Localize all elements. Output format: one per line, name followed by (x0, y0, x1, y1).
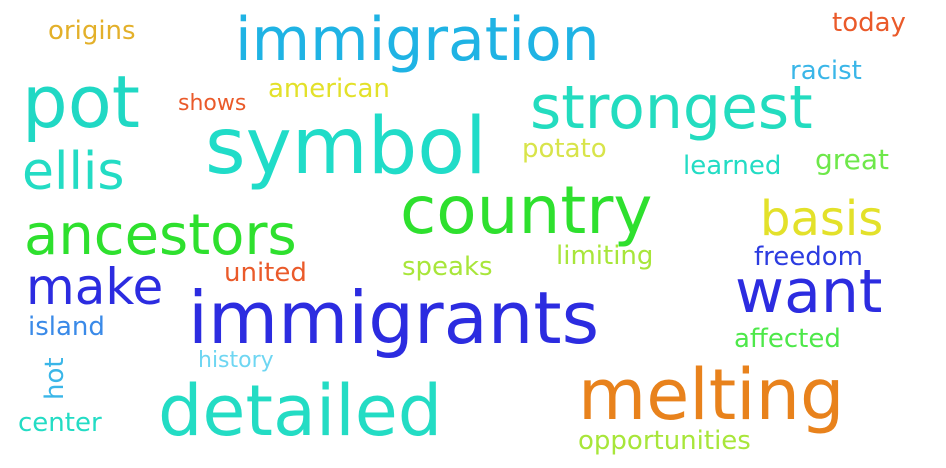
word-american: american (268, 74, 390, 104)
word-origins: origins (48, 16, 136, 46)
word-immigrants: immigrants (188, 276, 600, 360)
word-melting: melting (578, 354, 845, 436)
word-united: united (224, 258, 307, 288)
word-affected: affected (734, 324, 841, 354)
word-hot: hot (40, 357, 70, 400)
word-shows: shows (178, 91, 247, 116)
word-basis: basis (760, 191, 884, 247)
word-potato: potato (522, 134, 607, 164)
word-center: center (18, 408, 102, 438)
word-today: today (832, 8, 906, 38)
word-immigration: immigration (235, 5, 600, 75)
word-island: island (28, 312, 105, 342)
word-ellis: ellis (22, 142, 125, 202)
word-pot: pot (22, 60, 140, 144)
word-symbol: symbol (205, 102, 487, 192)
word-learned: learned (683, 151, 782, 181)
word-great: great (815, 143, 890, 176)
word-country: country (400, 172, 653, 249)
word-freedom: freedom (754, 242, 864, 272)
word-speaks: speaks (402, 252, 493, 282)
word-detailed: detailed (158, 370, 443, 452)
word-want: want (735, 257, 883, 327)
word-strongest: strongest (530, 73, 813, 143)
word-ancestors: ancestors (24, 203, 297, 268)
word-history: history (198, 348, 274, 373)
word-racist: racist (790, 56, 862, 86)
word-limiting: limiting (556, 241, 654, 271)
word-opportunities: opportunities (578, 426, 751, 456)
word-make: make (26, 258, 164, 316)
